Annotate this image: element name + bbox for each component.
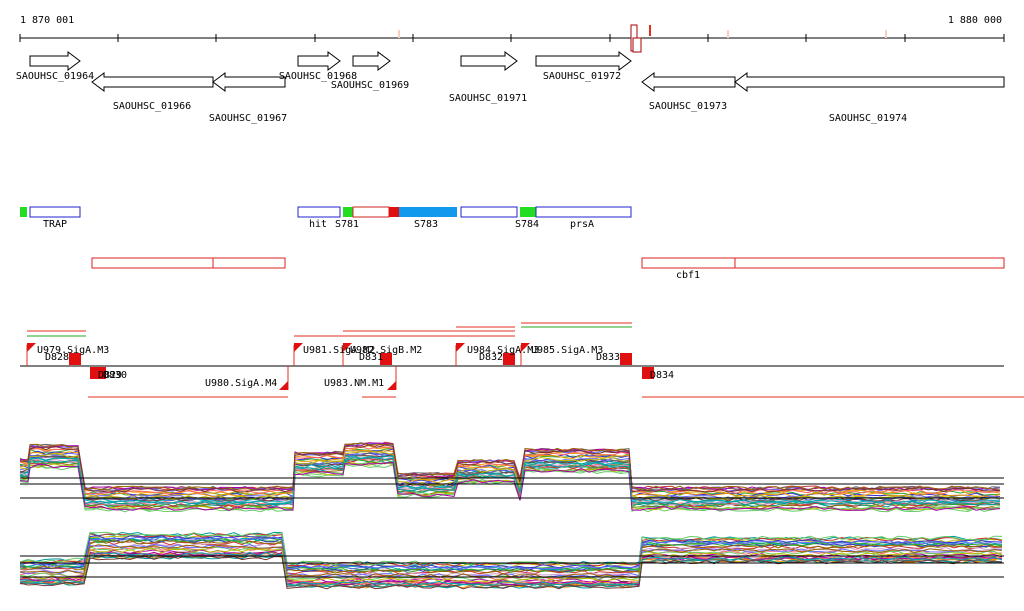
- operon-label: cbf1: [676, 270, 700, 281]
- gene-arrows: [29, 51, 1005, 92]
- ruler-start: 1 870 001: [20, 15, 74, 26]
- transcript-label: U980.SigA.M4: [205, 378, 277, 389]
- trace: [19, 543, 1003, 578]
- reference-lines: [20, 477, 1004, 578]
- trace: [19, 538, 1003, 573]
- feature-label: S781: [335, 219, 359, 230]
- transcript-label: U982.SigB.M2: [350, 345, 422, 356]
- marker: [885, 30, 887, 38]
- trace: [19, 444, 1001, 493]
- transcript-label: D831: [359, 352, 383, 363]
- marker: [398, 30, 400, 38]
- gene-label: SAOUHSC_01964: [16, 71, 94, 82]
- feature-label: prsA: [570, 219, 594, 230]
- trace: [19, 443, 1001, 491]
- transcript-label: U983.NM.M1: [324, 378, 384, 389]
- gene-label: SAOUHSC_01973: [649, 101, 727, 112]
- trace: [19, 551, 1003, 586]
- feature-label: hit: [309, 219, 327, 230]
- feature-label: S784: [515, 219, 539, 230]
- trace: [19, 441, 1001, 491]
- feature-label: S783: [414, 219, 438, 230]
- gene-label: SAOUHSC_01974: [829, 113, 907, 124]
- trace: [19, 535, 1003, 570]
- transcript-label: D830: [103, 370, 127, 381]
- gene-label: SAOUHSC_01969: [331, 80, 409, 91]
- gene-label: SAOUHSC_01966: [113, 101, 191, 112]
- transcript-tracks: [20, 322, 1024, 398]
- trace: [19, 451, 1001, 500]
- gene-label: SAOUHSC_01968: [279, 71, 357, 82]
- trace: [19, 551, 1003, 586]
- transcript-label: U979.SigA.M3: [37, 345, 109, 356]
- trace: [19, 454, 1001, 504]
- trace: [19, 531, 1003, 566]
- transcript-label: U984.SigA.M3: [467, 345, 539, 356]
- highlight: [632, 37, 642, 53]
- trace: [19, 555, 1003, 590]
- trace: [19, 455, 1001, 505]
- marker: [727, 30, 729, 38]
- trace: [19, 462, 1001, 511]
- feature-boxes: [20, 206, 632, 218]
- transcript-label: D828: [45, 352, 69, 363]
- operon-boxes: [91, 257, 1005, 269]
- transcript-label: D834: [650, 370, 674, 381]
- transcript-label: U985.SigA.M3: [531, 345, 603, 356]
- trace: [19, 535, 1003, 570]
- gene-label: SAOUHSC_01967: [209, 113, 287, 124]
- transcript-label: D832: [479, 352, 503, 363]
- feature-label: TRAP: [43, 219, 67, 230]
- expression-traces: [19, 441, 1003, 590]
- transcript-label: D829: [98, 370, 122, 381]
- transcript-label: U981.SigA.M2: [303, 345, 375, 356]
- trace: [19, 442, 1001, 491]
- ruler-end: 1 880 000: [948, 15, 1002, 26]
- gene-label: SAOUHSC_01972: [543, 71, 621, 82]
- transcript-label: D833: [596, 352, 620, 363]
- gene-label: SAOUHSC_01971: [449, 93, 527, 104]
- trace: [20, 442, 1001, 492]
- ruler: [19, 34, 1005, 42]
